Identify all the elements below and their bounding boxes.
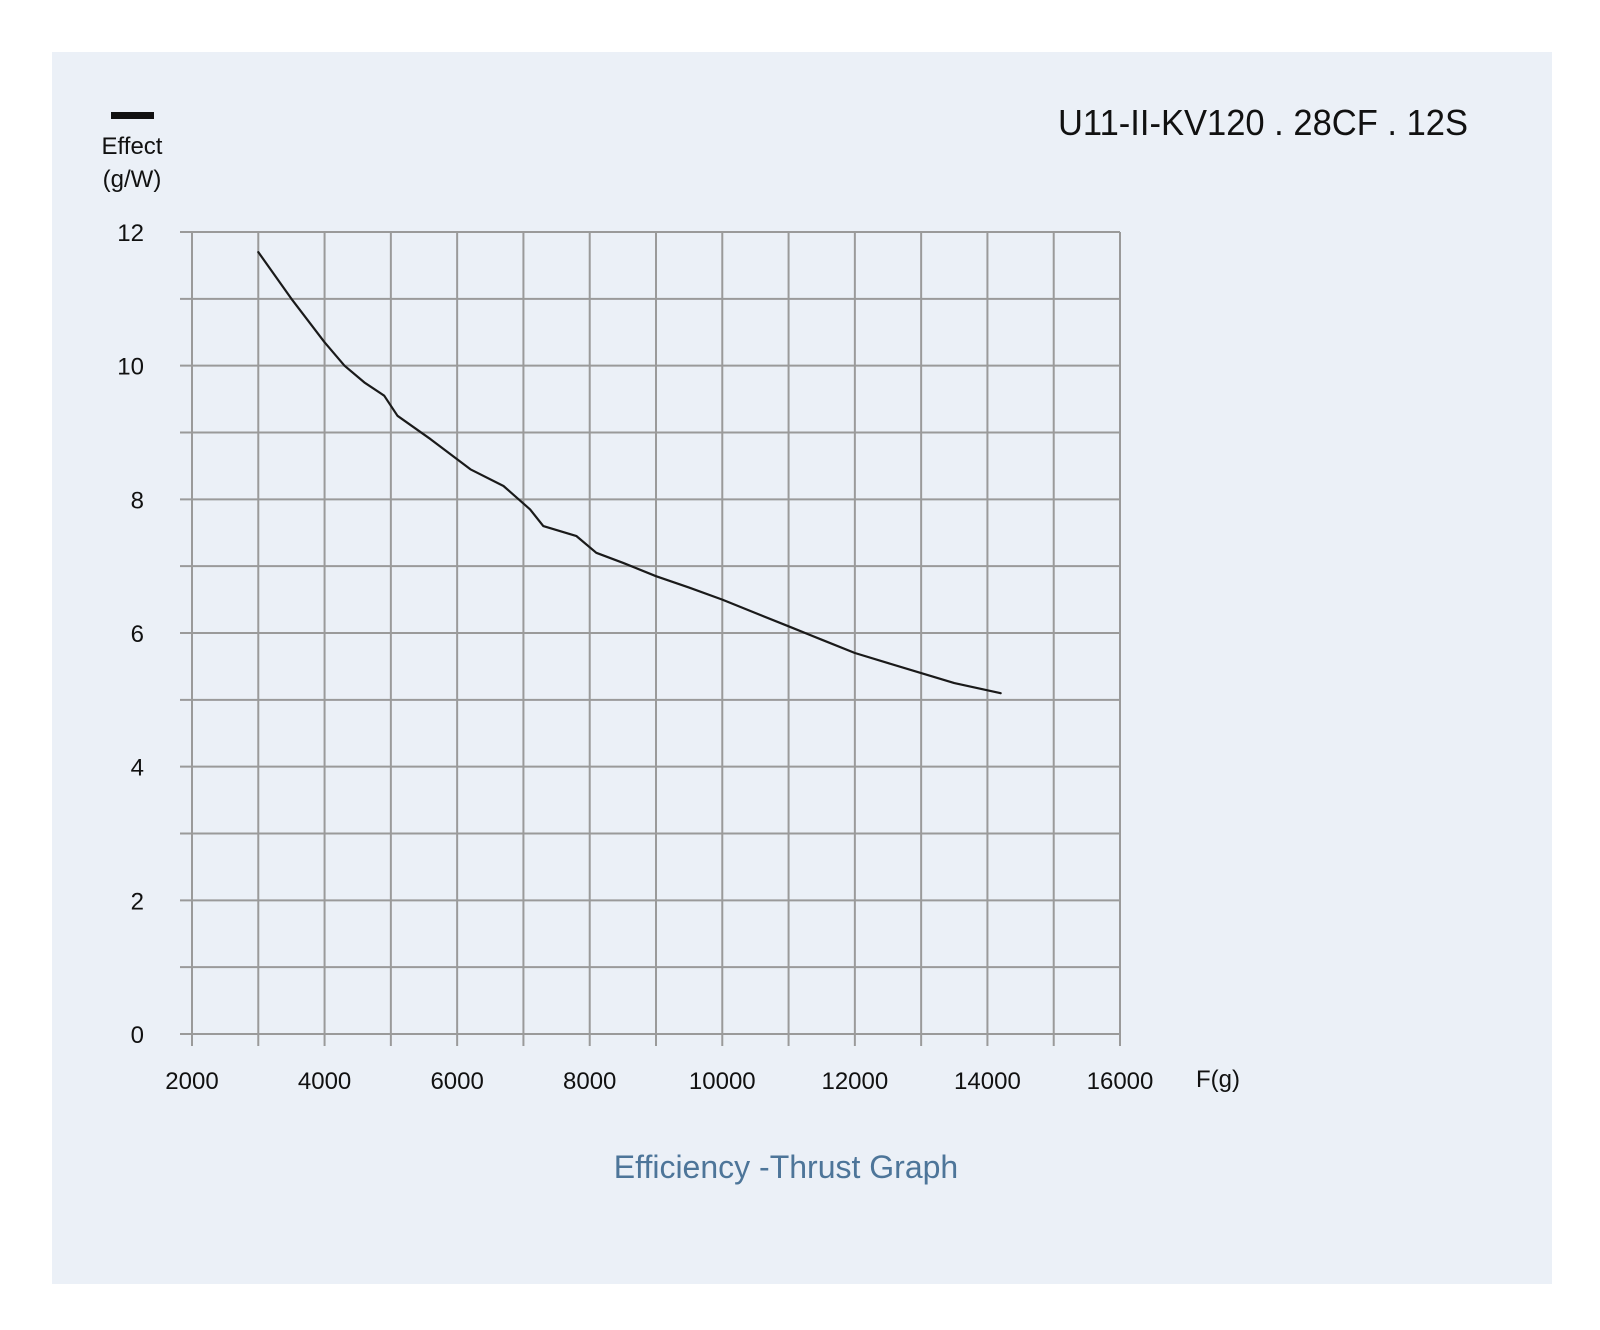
x-tick-label: 2000	[165, 1068, 218, 1095]
tick-labels: 2000 4000 6000 8000 10000 12000 14000 16000 0 2 4 6…	[117, 220, 1153, 1095]
y-tick-label: 6	[131, 621, 144, 648]
y-axis-label-unit: (g/W)	[103, 166, 162, 193]
grid-lines	[180, 231, 1121, 1046]
y-tick-label: 8	[131, 487, 144, 514]
y-axis-label-effect: Effect	[102, 133, 163, 160]
chart-title: U11-II-KV120 . 28CF . 12S	[1058, 102, 1468, 143]
legend-swatch	[111, 112, 154, 119]
x-axis-label: F(g)	[1196, 1066, 1240, 1093]
y-tick-label: 4	[131, 755, 144, 782]
x-tick-label: 6000	[430, 1068, 483, 1095]
chart-background	[52, 52, 1552, 1284]
x-tick-label: 10000	[689, 1068, 756, 1095]
efficiency-curve	[257, 251, 1002, 695]
chart-panel: 2000 4000 6000 8000 10000 12000 14000 16000 0 2 4 6…	[52, 52, 1552, 1284]
y-tick-label: 0	[131, 1022, 144, 1049]
x-tick-label: 16000	[1087, 1068, 1154, 1095]
x-tick-label: 4000	[298, 1068, 351, 1095]
x-tick-label: 8000	[563, 1068, 616, 1095]
x-tick-label: 12000	[821, 1068, 888, 1095]
chart-caption: Efficiency -Thrust Graph	[614, 1149, 958, 1185]
y-tick-label: 10	[117, 354, 144, 381]
efficiency-thrust-chart: 2000 4000 6000 8000 10000 12000 14000 16000 0 2 4 6…	[52, 52, 1552, 1284]
y-tick-label: 12	[117, 220, 144, 247]
x-tick-label: 14000	[954, 1068, 1021, 1095]
y-tick-label: 2	[131, 888, 144, 915]
